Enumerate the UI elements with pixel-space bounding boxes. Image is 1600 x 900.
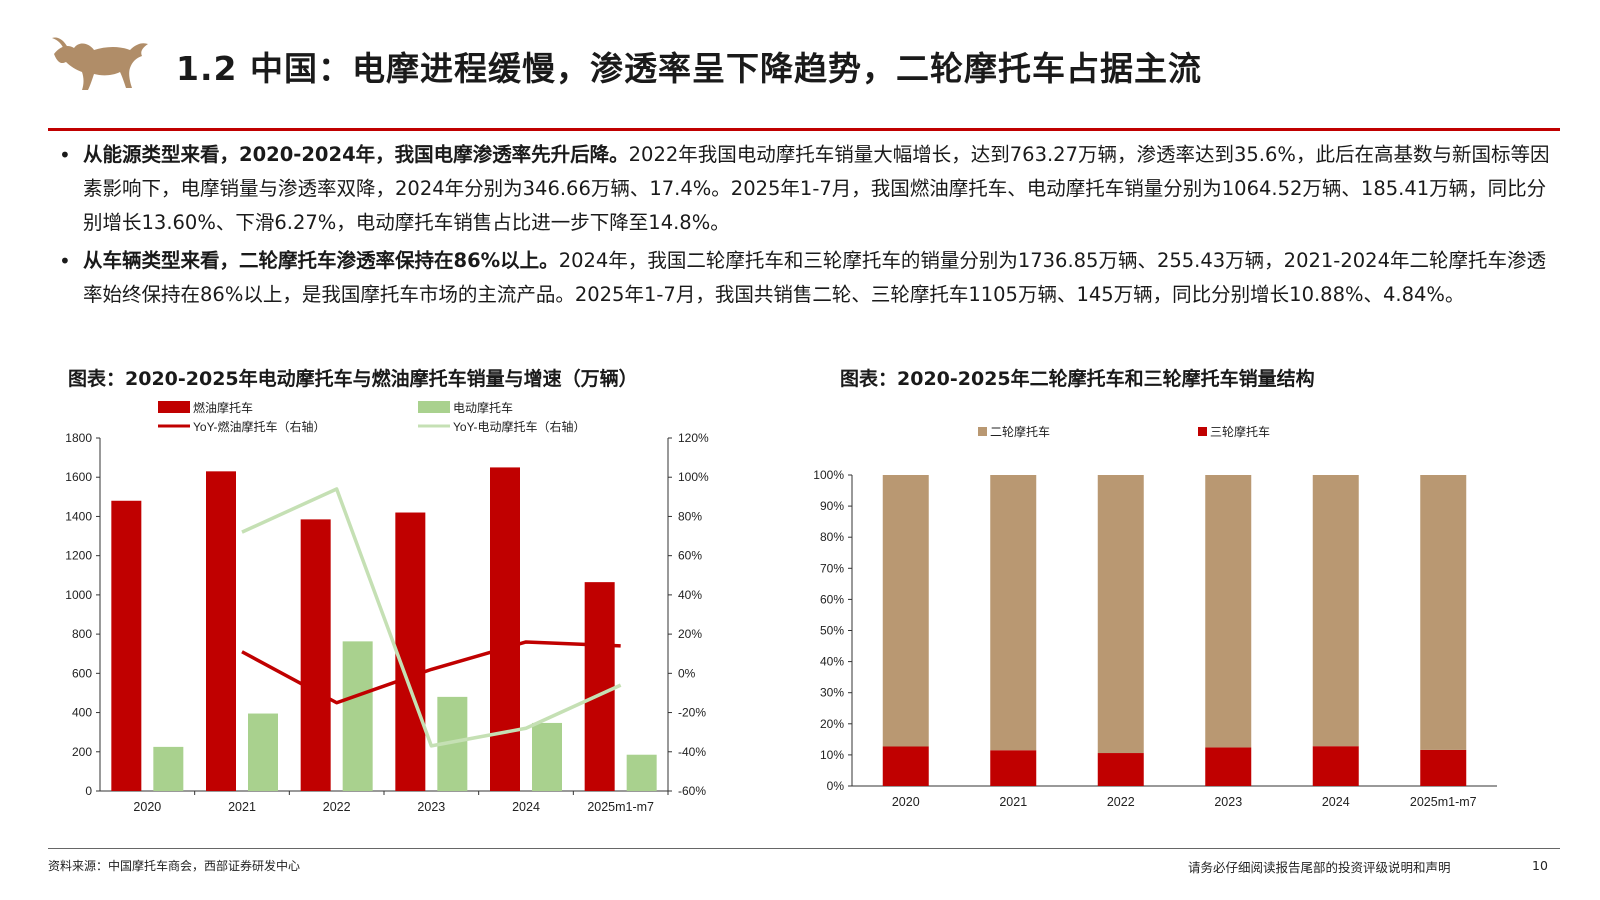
y2-tick-label: 60% bbox=[678, 549, 702, 563]
y2-tick-label: 40% bbox=[678, 588, 702, 602]
y2-tick-label: 120% bbox=[678, 431, 709, 445]
y2-tick-label: 20% bbox=[678, 627, 702, 641]
bar-two-wheel bbox=[1205, 475, 1252, 748]
x-tick-label: 2020 bbox=[892, 795, 920, 809]
bar-electric bbox=[626, 754, 657, 791]
bar-three-wheel bbox=[1097, 753, 1144, 786]
legend-swatch bbox=[1198, 427, 1207, 436]
y-tick-label: 1400 bbox=[65, 509, 92, 523]
bar-fuel bbox=[584, 582, 615, 791]
bullet-dot-icon: • bbox=[59, 143, 71, 167]
legend-swatch bbox=[978, 427, 987, 436]
sales-growth-chart: 0 200 400 600 800 1000 1200 1400 1600 1800 -60% -40… bbox=[65, 400, 709, 814]
disclaimer: 请务必仔细阅读报告尾部的投资评级说明和声明 bbox=[1188, 860, 1451, 875]
x-tick-label: 2024 bbox=[1322, 795, 1350, 809]
page-title: 1.2 中国：电摩进程缓慢，渗透率呈下降趋势，二轮摩托车占据主流 bbox=[176, 49, 1202, 88]
y2-tick-label: 0% bbox=[678, 666, 696, 680]
bar-two-wheel bbox=[882, 475, 929, 747]
bullet-lead: 从能源类型来看，2020-2024年，我国电摩渗透率先升后降。 bbox=[83, 143, 629, 166]
bar-three-wheel bbox=[1420, 749, 1467, 786]
bar-fuel bbox=[206, 471, 236, 791]
bar-fuel bbox=[111, 500, 142, 791]
legend-label: 三轮摩托车 bbox=[1210, 424, 1270, 439]
y2-tick-label: -20% bbox=[678, 706, 706, 720]
bar-fuel bbox=[300, 519, 331, 791]
y-tick-label: 1800 bbox=[65, 431, 92, 445]
bullet-lead: 从车辆类型来看，二轮摩托车渗透率保持在86%以上。 bbox=[83, 249, 559, 272]
y-tick-label: 70% bbox=[820, 561, 844, 575]
y-tick-label: 1600 bbox=[65, 470, 92, 484]
x-tick-label: 2024 bbox=[512, 800, 540, 814]
y-tick-label: 0 bbox=[85, 784, 92, 798]
y-tick-label: 800 bbox=[72, 627, 92, 641]
bar-three-wheel bbox=[1312, 746, 1359, 786]
y-tick-label: 600 bbox=[72, 666, 92, 680]
y-tick-label: 20% bbox=[820, 717, 844, 731]
bullet-list: • 从能源类型来看，2020-2024年，我国电摩渗透率先升后降。2022年我国… bbox=[55, 138, 1555, 316]
source-note: 资料来源：中国摩托车商会，西部证券研发中心 bbox=[48, 859, 301, 873]
legend-label: YoY-电动摩托车（右轴） bbox=[453, 419, 585, 434]
y-tick-label: 1000 bbox=[65, 588, 92, 602]
bar-fuel bbox=[490, 467, 520, 791]
bar-fuel bbox=[395, 512, 426, 791]
title-divider bbox=[48, 128, 1560, 131]
y-tick-label: 100% bbox=[813, 468, 844, 482]
y-tick-label: 1200 bbox=[65, 549, 92, 563]
y-tick-label: 40% bbox=[820, 655, 844, 669]
page-number: 10 bbox=[1532, 858, 1548, 873]
x-tick-label: 2025m1-m7 bbox=[1410, 795, 1477, 809]
y-tick-label: 200 bbox=[72, 745, 92, 759]
right-chart-title: 图表：2020-2025年二轮摩托车和三轮摩托车销量结构 bbox=[840, 368, 1315, 390]
legend-label: 二轮摩托车 bbox=[990, 424, 1050, 439]
structure-chart: 0% 10% 20% 30% 40% 50% 60% 70% 80% 90% 100% 2020 202… bbox=[813, 424, 1497, 809]
legend-label: 燃油摩托车 bbox=[193, 400, 253, 415]
bullet-dot-icon: • bbox=[59, 249, 71, 273]
x-tick-label: 2023 bbox=[1214, 795, 1242, 809]
y-tick-label: 80% bbox=[820, 530, 844, 544]
y-tick-label: 50% bbox=[820, 624, 844, 638]
bar-two-wheel bbox=[990, 475, 1037, 751]
legend-label: YoY-燃油摩托车（右轴） bbox=[193, 419, 325, 434]
y-tick-label: 60% bbox=[820, 592, 844, 606]
y-tick-label: 10% bbox=[820, 748, 844, 762]
bar-three-wheel bbox=[882, 746, 929, 786]
x-tick-label: 2021 bbox=[228, 800, 256, 814]
bar-two-wheel bbox=[1312, 475, 1359, 747]
x-tick-label: 2022 bbox=[1107, 795, 1135, 809]
bar-two-wheel bbox=[1420, 475, 1467, 750]
x-tick-label: 2023 bbox=[417, 800, 445, 814]
y2-tick-label: 80% bbox=[678, 509, 702, 523]
line-yoy-electric bbox=[241, 487, 622, 748]
y-tick-label: 30% bbox=[820, 686, 844, 700]
legend-label: 电动摩托车 bbox=[453, 400, 513, 415]
y2-tick-label: -60% bbox=[678, 784, 706, 798]
bullet-item: • 从车辆类型来看，二轮摩托车渗透率保持在86%以上。2024年，我国二轮摩托车… bbox=[55, 244, 1555, 312]
bar-three-wheel bbox=[990, 750, 1037, 786]
bullet-item: • 从能源类型来看，2020-2024年，我国电摩渗透率先升后降。2022年我国… bbox=[55, 138, 1555, 240]
x-tick-label: 2025m1-m7 bbox=[587, 800, 654, 814]
y2-tick-label: 100% bbox=[678, 470, 709, 484]
line-yoy-fuel bbox=[241, 640, 621, 705]
bullet-text: 2024年，我国二轮摩托车和三轮摩托车的销量分别为1736.85万辆、255.4… bbox=[83, 249, 1546, 306]
legend-swatch bbox=[418, 401, 450, 413]
left-chart-title: 图表：2020-2025年电动摩托车与燃油摩托车销量与增速（万辆） bbox=[68, 368, 638, 390]
y-tick-label: 0% bbox=[827, 779, 845, 793]
y2-tick-label: -40% bbox=[678, 745, 706, 759]
legend-swatch bbox=[158, 401, 190, 413]
bar-three-wheel bbox=[1205, 747, 1252, 786]
bar-electric bbox=[342, 641, 373, 791]
footer-divider bbox=[48, 848, 1560, 849]
x-tick-label: 2020 bbox=[133, 800, 161, 814]
bar-two-wheel bbox=[1097, 475, 1144, 754]
bar-electric bbox=[532, 722, 562, 791]
y-tick-label: 400 bbox=[72, 706, 92, 720]
x-tick-label: 2022 bbox=[323, 800, 351, 814]
y-tick-label: 90% bbox=[820, 499, 844, 513]
bar-electric bbox=[153, 746, 184, 791]
x-tick-label: 2021 bbox=[999, 795, 1027, 809]
bull-logo-icon bbox=[52, 37, 148, 90]
bullet-text: 2022年我国电动摩托车销量大幅增长，达到763.27万辆，渗透率达到35.6%… bbox=[83, 143, 1550, 234]
bar-electric bbox=[248, 713, 278, 791]
